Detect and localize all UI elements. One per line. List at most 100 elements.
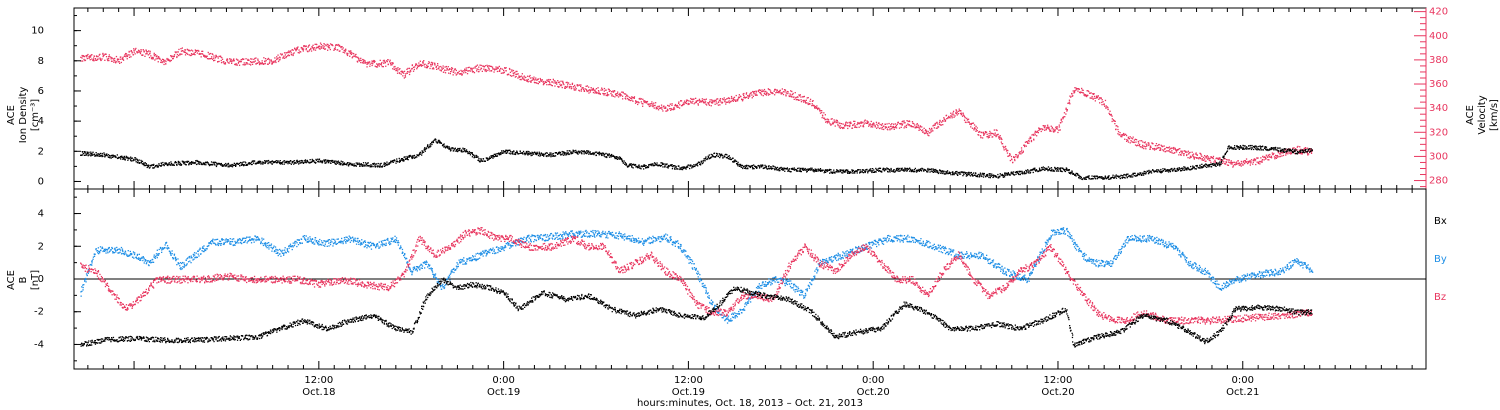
density-series-point [647, 166, 650, 169]
density-series-point [570, 152, 572, 154]
velocity-series-point [1042, 128, 1044, 131]
velocity-series-point [975, 125, 977, 127]
velocity-series-point [1120, 135, 1122, 138]
velocity-series-point [688, 103, 690, 105]
velocity-series-point [715, 99, 717, 101]
velocity-series-point [437, 64, 439, 67]
density-series-point [564, 152, 567, 154]
velocity-series-point [310, 48, 312, 50]
density-series-point [324, 159, 326, 162]
velocity-series-point [1307, 154, 1309, 156]
velocity-series-point [942, 124, 944, 126]
velocity-series-point [1144, 141, 1146, 143]
velocity-series-point [376, 66, 379, 68]
velocity-series-point [892, 127, 894, 129]
density-series-point [779, 169, 781, 172]
velocity-series-point [776, 91, 778, 93]
velocity-series-point [1043, 125, 1045, 127]
velocity-series-point [1229, 161, 1231, 163]
density-series-point [515, 152, 517, 154]
velocity-series-point [416, 65, 419, 67]
velocity-series-point [444, 72, 447, 74]
velocity-series-point [1129, 136, 1131, 138]
density-series-point [461, 149, 463, 151]
velocity-series-point [168, 59, 170, 61]
density-series-point [390, 162, 392, 164]
velocity-series-point [89, 59, 91, 61]
velocity-series-point [806, 97, 808, 99]
density-series-point [724, 156, 726, 158]
density-series-point [592, 152, 594, 154]
density-series-point [892, 170, 894, 172]
velocity-series-point [919, 126, 922, 128]
density-series-point [705, 156, 707, 158]
density-series-point [170, 161, 172, 163]
velocity-series-point [503, 69, 505, 71]
velocity-series-point [1265, 158, 1267, 160]
velocity-series-point [759, 89, 761, 92]
density-series-point [955, 171, 957, 173]
density-series-point [336, 161, 339, 163]
density-series-point [998, 177, 1000, 179]
density-series-point [325, 162, 327, 164]
velocity-series-point [99, 57, 101, 59]
density-series-point [837, 171, 840, 173]
density-series-point [599, 152, 601, 154]
density-series-point [298, 163, 300, 165]
velocity-series-point [1166, 147, 1168, 149]
velocity-series-point [99, 58, 102, 60]
velocity-series-point [905, 126, 907, 129]
density-series-point [598, 154, 600, 156]
density-series-point [565, 154, 568, 156]
density-series-point [803, 169, 805, 171]
velocity-series-point [96, 55, 98, 58]
velocity-series-point [862, 121, 864, 123]
velocity-series-point [184, 51, 186, 53]
density-series-point [975, 175, 978, 178]
density-series-point [400, 159, 402, 161]
velocity-series-point [1152, 148, 1155, 150]
density-series-point [780, 168, 783, 171]
velocity-series-point [506, 74, 509, 76]
density-series-point [246, 164, 249, 166]
velocity-series-point [1186, 151, 1188, 153]
density-series-point [815, 170, 817, 172]
density-series-point [263, 161, 265, 164]
density-series-point [890, 167, 892, 170]
velocity-series-point [1195, 152, 1197, 154]
density-series-point [777, 169, 779, 171]
density-series-point [452, 147, 454, 149]
density-series-point [855, 170, 858, 172]
velocity-series-point [1072, 90, 1074, 92]
velocity-series-point [914, 124, 916, 126]
density-series-point [418, 154, 420, 156]
density-series-point [621, 160, 624, 163]
density-series-point [473, 154, 475, 156]
velocity-series-point [548, 78, 550, 81]
velocity-series-point [742, 99, 744, 101]
velocity-series-point [701, 100, 703, 103]
density-series-point [550, 154, 553, 156]
velocity-series-point [772, 92, 774, 95]
velocity-series-point [842, 127, 844, 130]
velocity-series-point [999, 138, 1001, 140]
velocity-series-point [603, 93, 605, 95]
density-series-point [542, 154, 544, 156]
density-series-point [454, 147, 456, 149]
density-series-point [1058, 167, 1060, 169]
velocity-series-point [1078, 88, 1080, 90]
density-series-point [197, 160, 200, 163]
velocity-series-point [452, 74, 454, 76]
velocity-series-point [321, 46, 323, 48]
velocity-series-point [155, 58, 157, 60]
density-series-point [548, 155, 550, 157]
density-series-point [1022, 172, 1024, 174]
velocity-series-point [1062, 117, 1064, 119]
density-series-point [115, 156, 117, 158]
velocity-series-point [787, 92, 789, 95]
velocity-series-point [1217, 158, 1219, 160]
density-series-point [698, 161, 701, 164]
density-series-point [834, 171, 836, 173]
density-series-point [1095, 175, 1097, 177]
density-series-point [391, 160, 394, 162]
